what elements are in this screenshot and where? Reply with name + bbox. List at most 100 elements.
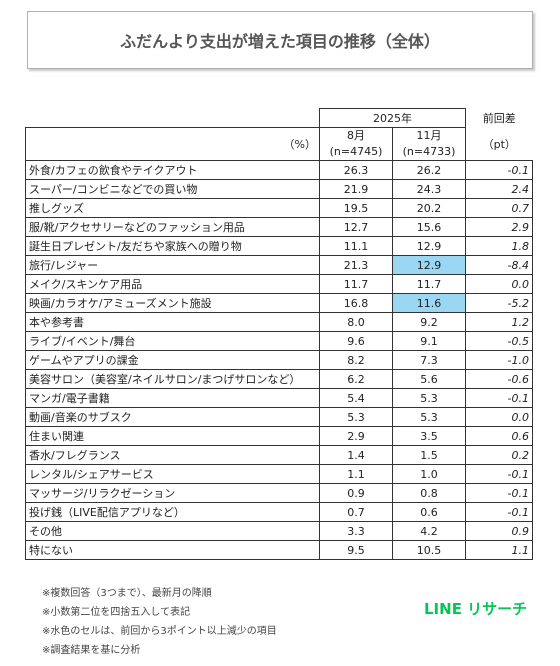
table-row: 旅行/レジャー 21.3 12.9 -8.4 <box>25 255 533 275</box>
table-row: その他 3.3 4.2 0.9 <box>25 521 533 541</box>
cell-aug: 11.1 <box>319 236 393 256</box>
cell-aug: 6.2 <box>319 369 393 389</box>
cell-aug: 3.3 <box>319 521 393 541</box>
cell-nov: 0.6 <box>392 502 466 522</box>
table-row: 美容サロン（美容室/ネイルサロン/まつげサロンなど） 6.2 5.6 -0.6 <box>25 369 533 389</box>
cell-nov: 5.3 <box>392 407 466 427</box>
cell-nov: 24.3 <box>392 179 466 199</box>
row-label: 投げ銭（LIVE配信アプリなど） <box>25 502 320 522</box>
row-label: 香水/フレグランス <box>25 445 320 465</box>
row-label: ゲームやアプリの課金 <box>25 350 320 370</box>
cell-nov: 9.1 <box>392 331 466 351</box>
row-label: 服/靴/アクセサリーなどのファッション用品 <box>25 217 320 237</box>
cell-aug: 5.3 <box>319 407 393 427</box>
cell-aug: 1.1 <box>319 464 393 484</box>
diff-header: 前回差 <box>482 112 516 125</box>
footnote: ※複数回答（3つまで）、最新月の降順 <box>42 588 212 599</box>
table-row: 外食/カフェの飲食やテイクアウト 26.3 26.2 -0.1 <box>25 160 533 180</box>
cell-nov: 10.5 <box>392 540 466 560</box>
cell-diff: -8.4 <box>465 255 533 275</box>
cell-aug: 12.7 <box>319 217 393 237</box>
cell-aug: 8.0 <box>319 312 393 332</box>
cell-nov: 15.6 <box>392 217 466 237</box>
col-aug-header: 8月 (n=4745) <box>319 127 393 161</box>
table-row: 推しグッズ 19.5 20.2 0.7 <box>25 198 533 218</box>
table-row: マンガ/電子書籍 5.4 5.3 -0.1 <box>25 388 533 408</box>
col-aug-month: 8月 <box>347 129 365 142</box>
cell-aug: 9.6 <box>319 331 393 351</box>
cell-aug: 0.7 <box>319 502 393 522</box>
row-label: 特にない <box>25 540 320 560</box>
cell-diff: -0.1 <box>465 160 533 180</box>
cell-nov: 5.6 <box>392 369 466 389</box>
row-label: その他 <box>25 521 320 541</box>
cell-diff: -0.6 <box>465 369 533 389</box>
page-title: ふだんより支出が増えた項目の推移（全体） <box>27 11 533 69</box>
cell-aug: 2.9 <box>319 426 393 446</box>
cell-diff: 1.2 <box>465 312 533 332</box>
table-row: レンタル/シェアサービス 1.1 1.0 -0.1 <box>25 464 533 484</box>
table-row: 服/靴/アクセサリーなどのファッション用品 12.7 15.6 2.9 <box>25 217 533 237</box>
table-row: 香水/フレグランス 1.4 1.5 0.2 <box>25 445 533 465</box>
cell-diff: 0.2 <box>465 445 533 465</box>
header-spacer <box>26 109 320 128</box>
cell-aug: 9.5 <box>319 540 393 560</box>
data-table: 2025年 前回差 （%） 8月 (n=4745) 11月 (n=4733) （… <box>25 108 533 560</box>
cell-diff: -0.5 <box>465 331 533 351</box>
col-nov-header: 11月 (n=4733) <box>392 127 466 161</box>
footnote: ※小数第二位を四捨五入して表記 <box>42 607 191 618</box>
cell-diff: -5.2 <box>465 293 533 313</box>
cell-nov: 4.2 <box>392 521 466 541</box>
cell-aug: 21.3 <box>319 255 393 275</box>
col-aug-n: (n=4745) <box>329 145 383 158</box>
table-row: 映画/カラオケ/アミューズメント施設 16.8 11.6 -5.2 <box>25 293 533 313</box>
cell-diff: -1.0 <box>465 350 533 370</box>
cell-nov: 26.2 <box>392 160 466 180</box>
table-row: 投げ銭（LIVE配信アプリなど） 0.7 0.6 -0.1 <box>25 502 533 522</box>
cell-nov: 0.8 <box>392 483 466 503</box>
cell-diff: 0.0 <box>465 407 533 427</box>
row-label: メイク/スキンケア用品 <box>25 274 320 294</box>
cell-diff: 0.0 <box>465 274 533 294</box>
row-label: 美容サロン（美容室/ネイルサロン/まつげサロンなど） <box>25 369 320 389</box>
table-row: マッサージ/リラクゼーション 0.9 0.8 -0.1 <box>25 483 533 503</box>
cell-nov: 9.2 <box>392 312 466 332</box>
row-label: 動画/音楽のサブスク <box>25 407 320 427</box>
row-label: マッサージ/リラクゼーション <box>25 483 320 503</box>
table-row: 本や参考書 8.0 9.2 1.2 <box>25 312 533 332</box>
cell-diff: -0.1 <box>465 464 533 484</box>
cell-nov: 7.3 <box>392 350 466 370</box>
table-row: ライブ/イベント/舞台 9.6 9.1 -0.5 <box>25 331 533 351</box>
col-nov-n: (n=4733) <box>402 145 456 158</box>
header-row-1: 2025年 前回差 <box>26 108 533 128</box>
footnote: ※水色のセルは、前回から3ポイント以上減少の項目 <box>42 626 277 637</box>
cell-nov: 1.5 <box>392 445 466 465</box>
cell-diff: -0.1 <box>465 483 533 503</box>
cell-nov: 1.0 <box>392 464 466 484</box>
row-label: スーパー/コンビニなどでの買い物 <box>25 179 320 199</box>
year-header: 2025年 <box>319 108 466 128</box>
cell-diff: 1.8 <box>465 236 533 256</box>
table-row: 住まい関連 2.9 3.5 0.6 <box>25 426 533 446</box>
table-row: スーパー/コンビニなどでの買い物 21.9 24.3 2.4 <box>25 179 533 199</box>
cell-diff: -0.1 <box>465 502 533 522</box>
cell-aug: 19.5 <box>319 198 393 218</box>
cell-aug: 8.2 <box>319 350 393 370</box>
cell-aug: 5.4 <box>319 388 393 408</box>
cell-diff: 0.7 <box>465 198 533 218</box>
cell-diff: 1.1 <box>465 540 533 560</box>
cell-diff: 0.6 <box>465 426 533 446</box>
cell-aug: 21.9 <box>319 179 393 199</box>
cell-diff: -0.1 <box>465 388 533 408</box>
row-label: ライブ/イベント/舞台 <box>25 331 320 351</box>
row-label: 住まい関連 <box>25 426 320 446</box>
row-label: 推しグッズ <box>25 198 320 218</box>
cell-nov: 12.9 <box>392 255 466 275</box>
cell-diff: 2.9 <box>465 217 533 237</box>
table-row: 動画/音楽のサブスク 5.3 5.3 0.0 <box>25 407 533 427</box>
cell-diff: 0.9 <box>465 521 533 541</box>
diff-unit: （pt） <box>482 137 516 151</box>
col-nov-month: 11月 <box>416 129 442 142</box>
unit-label: （%） <box>25 127 320 161</box>
line-research-logo: LINE リサーチ <box>424 600 528 618</box>
